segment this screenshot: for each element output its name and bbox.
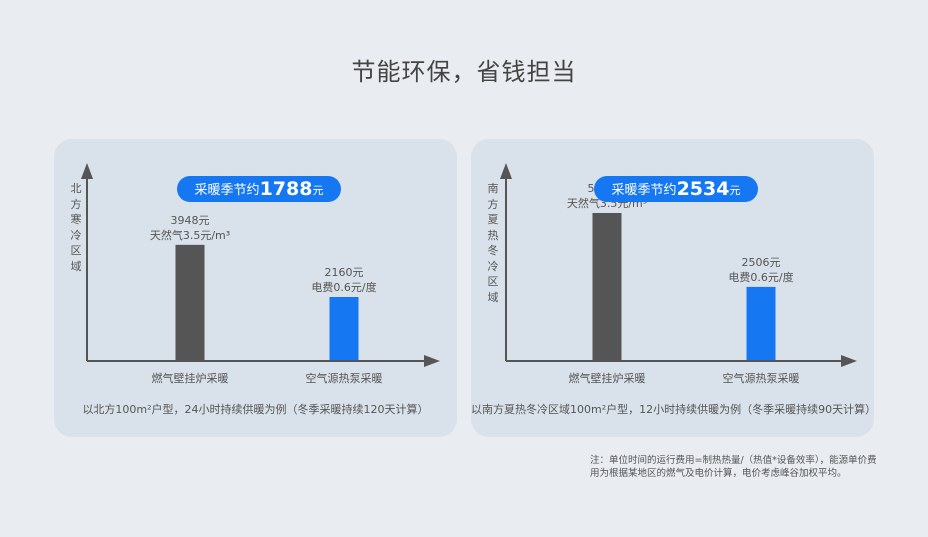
y-axis [500,163,512,361]
bar-gas-boiler [592,213,622,360]
category-label: 燃气壁挂炉采暖 [569,371,646,385]
chart-panel-north: 3948元 天然气3.5元/m³ 燃气壁挂炉采暖 2160元 电费0.6元/度 空气源热泵… [54,139,457,437]
bar-gas-boiler [175,244,205,360]
bar-value-label: 3948元 [171,214,210,227]
calculation-note: 注：单位时间的运行费用=制热热量/（热值*设备效率），能源单价费用为根据某地区的… [590,455,877,479]
saving-unit: 元 [312,184,324,197]
y-axis [81,163,93,361]
panel-footnote: 以南方夏热冬冷区域100m²户型，12小时持续供暖为例（冬季采暖持续90天计算） [471,403,877,416]
bar-value-label: 2506元 [742,256,781,269]
category-label: 燃气壁挂炉采暖 [152,371,229,385]
x-axis [506,355,857,367]
panel-footnote: 以北方100m²户型，24小时持续供暖为例（冬季采暖持续120天计算） [82,403,429,416]
x-axis [87,355,440,367]
bar-price-label: 电费0.6元/度 [311,280,376,294]
y-axis-label: 南方夏热冬冷区域 [487,182,499,304]
y-axis-label: 北方寒冷区域 [70,182,82,273]
chart-south-svg: 5040元天然气3.5元/m³燃气壁挂炉采暖2506元电费0.6元/度空气源热泵… [500,163,857,385]
page-title: 节能环保，省钱担当 [351,58,577,86]
category-label: 空气源热泵采暖 [306,371,383,385]
saving-prefix: 采暖季节约 [611,183,677,198]
saving-amount: 1788 [259,178,313,200]
bar-heat-pump [329,297,359,360]
chart-panel-south: 5040元天然气3.5元/m³燃气壁挂炉采暖2506元电费0.6元/度空气源热泵… [471,139,877,437]
bar-heat-pump [746,286,776,360]
saving-badge: 采暖季节约1788元 [177,176,341,202]
saving-prefix: 采暖季节约 [194,183,260,198]
bar-price-label: 天然气3.5元/m³ [150,228,230,242]
bar-value-label: 2160元 [325,266,364,279]
saving-unit: 元 [729,184,741,197]
saving-amount: 2534 [676,178,730,200]
category-label: 空气源热泵采暖 [723,371,800,385]
saving-badge: 采暖季节约2534元 [594,176,758,202]
bar-price-label: 电费0.6元/度 [728,270,793,284]
